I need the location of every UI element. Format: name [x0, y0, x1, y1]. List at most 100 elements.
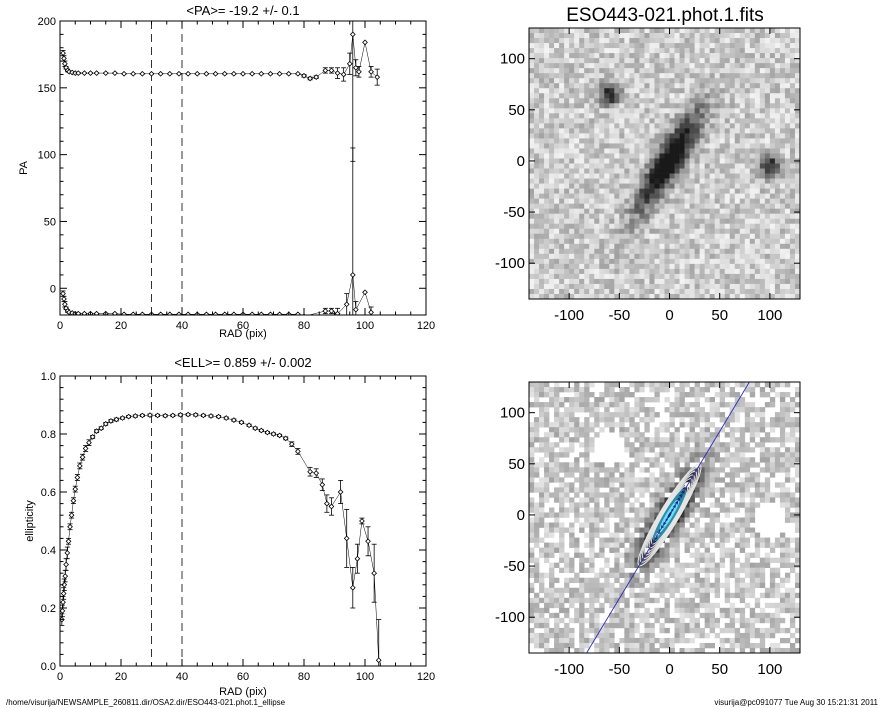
img2-pixel	[719, 382, 726, 388]
img1-pixel	[679, 148, 685, 154]
img1-pixel	[614, 263, 620, 270]
img2-pixel	[554, 527, 560, 533]
img1-pixel	[759, 78, 766, 84]
img1-pixel	[714, 278, 721, 285]
img2-pixel	[529, 422, 535, 428]
img1-pixel	[609, 68, 615, 74]
img1-pixel	[754, 128, 761, 134]
img1-pixel	[689, 278, 695, 285]
img1-pixel	[589, 68, 595, 74]
img1-pixel	[664, 68, 670, 74]
img2-pixel	[534, 537, 540, 543]
img1-pixel	[744, 268, 751, 275]
img2-pixel	[589, 512, 595, 518]
pa-point	[295, 70, 301, 77]
img2-pixel	[629, 492, 635, 498]
img2-pixel	[699, 507, 705, 513]
img1-pixel	[684, 263, 690, 270]
ell-point	[154, 412, 161, 419]
img1-pixel	[624, 168, 630, 174]
img1-pixel	[574, 258, 580, 265]
img1-pixel	[634, 158, 640, 164]
img1-pixel	[629, 163, 635, 169]
img1-pixel	[689, 128, 695, 134]
img2-pixel	[529, 382, 535, 388]
img1-pixel	[689, 208, 695, 214]
img1-pixel	[699, 73, 705, 79]
img1-pixel	[769, 43, 776, 49]
img2-pixel	[784, 452, 791, 458]
img1-pixel	[674, 43, 680, 49]
img1-pixel	[769, 203, 776, 209]
img1-pixel	[574, 293, 580, 299]
img1-pixel	[719, 83, 726, 89]
img1-pixel	[644, 138, 650, 144]
img1-pixel	[794, 183, 800, 189]
img1-pixel	[549, 198, 555, 204]
img2-pixel	[694, 467, 700, 473]
img1-pixel	[699, 258, 705, 265]
ell-point	[102, 420, 109, 427]
img1-pixel	[549, 78, 555, 84]
img1-pixel	[744, 283, 751, 290]
img2-pixel	[674, 402, 680, 408]
img1-pixel	[704, 233, 710, 240]
img1-pixel	[529, 88, 535, 94]
img1-pixel	[779, 133, 786, 139]
img1-pixel	[664, 198, 670, 204]
img1-pixel	[599, 108, 605, 114]
img1-pixel	[554, 128, 560, 134]
img2-pixel	[659, 472, 665, 478]
img2-pixel	[549, 492, 555, 498]
img2-pixel	[689, 507, 695, 513]
img1-pixel	[714, 48, 721, 54]
img1-pixel	[664, 88, 670, 94]
img2-pixel	[749, 437, 756, 443]
img2-pixel	[739, 467, 746, 473]
img1-pixel	[724, 228, 731, 235]
img2-pixel	[784, 392, 791, 398]
img1-pixel	[699, 243, 705, 250]
img1-pixel	[774, 123, 781, 129]
img1-pixel	[569, 243, 575, 250]
img1-pixel	[554, 38, 560, 44]
img1-pixel	[609, 243, 615, 250]
img2-pixel	[794, 402, 800, 408]
img1-pixel	[659, 293, 665, 299]
img1-pixel	[654, 83, 660, 89]
img1-pixel	[679, 203, 685, 209]
img1-pixel	[639, 273, 645, 280]
img1-pixel	[669, 253, 675, 260]
img1-pixel	[794, 98, 800, 104]
img1-pixel	[674, 188, 680, 194]
img2-pixel	[634, 512, 640, 518]
img1-pixel	[749, 63, 756, 69]
img1-pixel	[769, 238, 776, 245]
img2-pixel	[639, 487, 645, 493]
img1-pixel	[614, 218, 620, 225]
img1-pixel	[644, 288, 650, 295]
img2-pixel	[679, 492, 685, 498]
img1-pixel	[619, 233, 625, 240]
img1-pixel	[699, 98, 705, 104]
img1-pixel	[539, 188, 545, 194]
img1-pixel	[774, 233, 781, 240]
ell-point	[324, 500, 330, 507]
img2-pixel	[619, 397, 625, 403]
img2-pixel	[709, 522, 715, 528]
img1-pixel	[559, 48, 565, 54]
img1-pixel	[644, 193, 650, 199]
img2-pixel	[764, 382, 771, 388]
img1-pixel	[639, 258, 645, 265]
img1-pixel	[779, 148, 786, 154]
img1-pixel	[789, 113, 796, 119]
img1-pixel	[659, 88, 665, 94]
ell-point	[68, 512, 75, 519]
img1-pixel	[689, 53, 695, 59]
img1-pixel	[649, 48, 655, 54]
img1-pixel	[529, 188, 535, 194]
img2-pixel	[559, 487, 565, 493]
img1-pixel	[639, 268, 645, 275]
img2-pixel	[779, 437, 786, 443]
img1-pixel	[674, 258, 680, 265]
